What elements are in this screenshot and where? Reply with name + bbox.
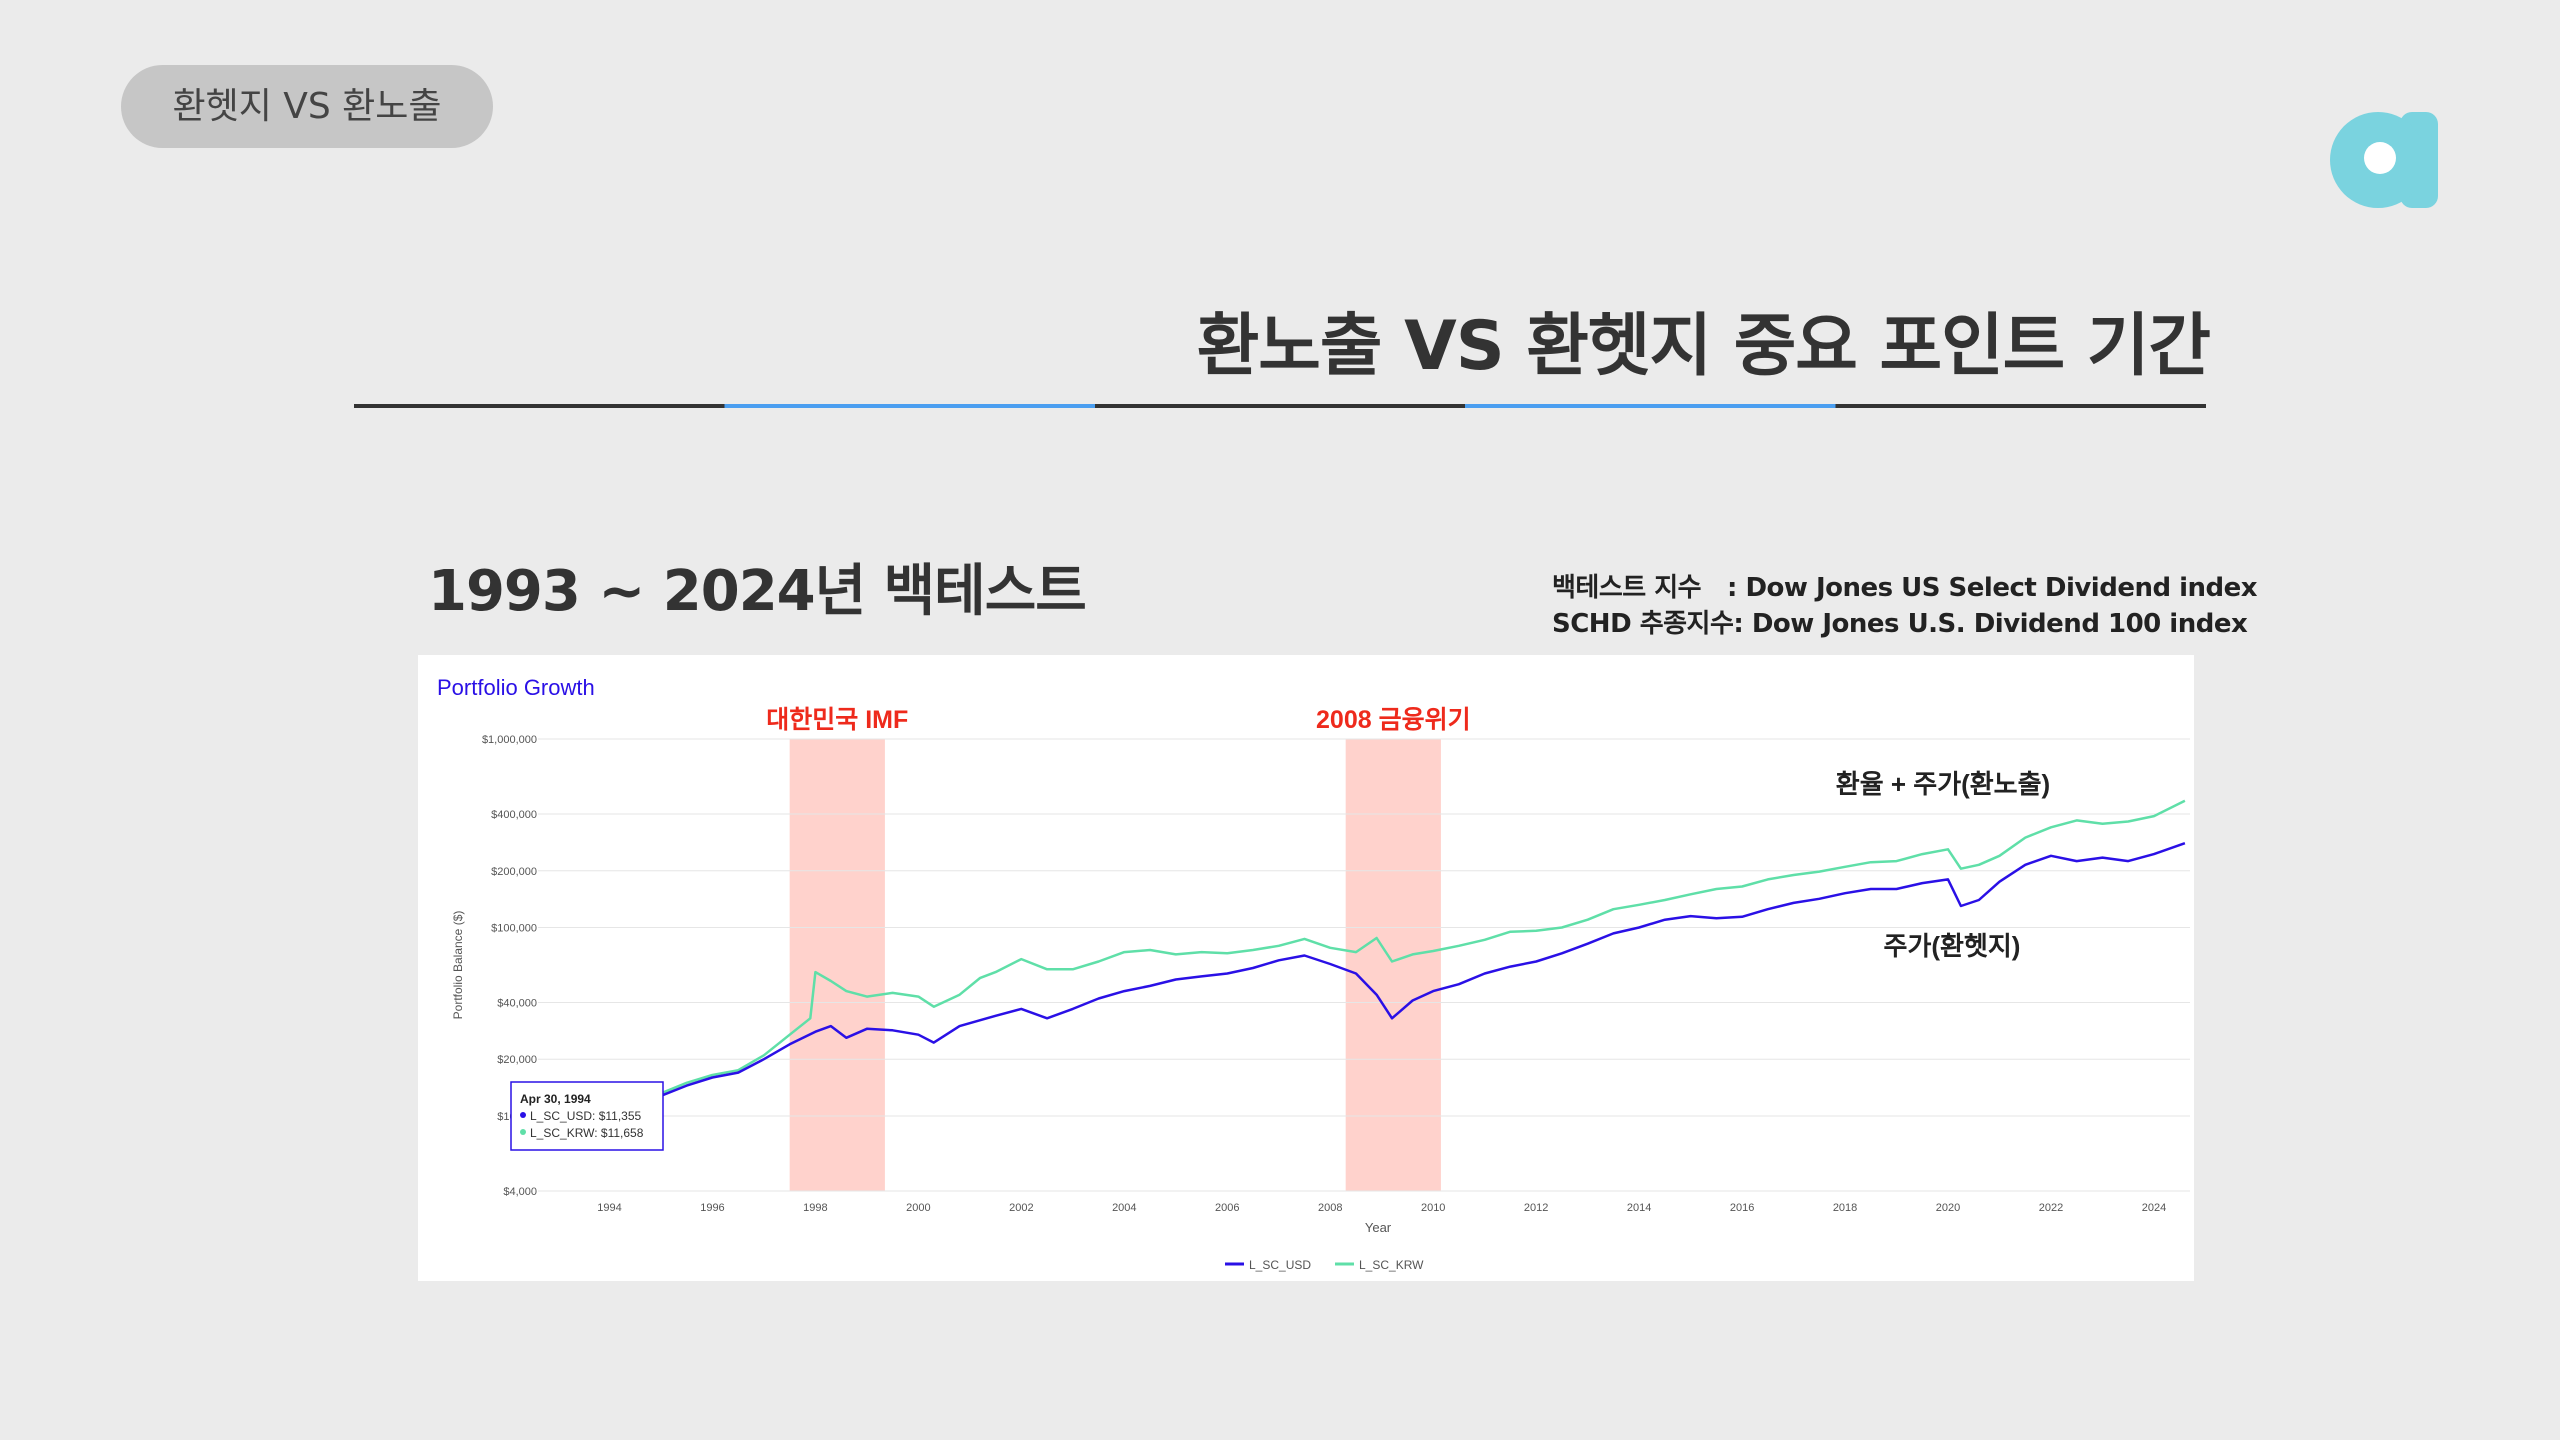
y-tick-label: $20,000 [497, 1054, 537, 1066]
x-tick-label: 2018 [1833, 1202, 1857, 1214]
x-tick-label: 2002 [1009, 1202, 1033, 1214]
page-subtitle: 1993 ~ 2024년 백테스트 [428, 559, 1087, 624]
x-tick-label: 2014 [1627, 1202, 1651, 1214]
tooltip-krw-dot [520, 1129, 526, 1135]
x-tick-label: 2010 [1421, 1202, 1445, 1214]
chart-panel: $4,000$10,000$20,000$40,000$100,000$200,… [418, 655, 2194, 1281]
portfolio-growth-chart: $4,000$10,000$20,000$40,000$100,000$200,… [437, 675, 2190, 1272]
highlight-band-0 [789, 739, 885, 1191]
tooltip-box [510, 1081, 664, 1151]
y-tick-label: $200,000 [491, 866, 537, 878]
info-line-2: SCHD 추종지수: Dow Jones U.S. Dividend 100 i… [1552, 603, 2248, 640]
chart-title: Portfolio Growth [437, 675, 595, 700]
highlight-label-1: 2008 금융위기 [1316, 706, 1471, 734]
x-axis-label: Year [1365, 1220, 1392, 1235]
y-tick-label: $1,000,000 [482, 734, 537, 746]
x-tick-label: 2020 [1936, 1202, 1960, 1214]
tooltip-date: Apr 30, 1994 [520, 1092, 591, 1106]
info-line-2-key: SCHD 추종지수 [1552, 609, 1734, 639]
highlight-band-1 [1345, 739, 1441, 1191]
info-line-2-value: : Dow Jones U.S. Dividend 100 index [1733, 609, 2248, 639]
section-pill: 환헷지 VS 환노출 [121, 65, 493, 148]
info-line-1-value: : Dow Jones US Select Dividend index [1727, 573, 2258, 603]
y-tick-label: $4,000 [503, 1186, 537, 1198]
tooltip: Apr 30, 1994 L_SC_USD: $11,355 L_SC_KRW:… [510, 1081, 664, 1151]
y-tick-label: $400,000 [491, 809, 537, 821]
x-tick-label: 2016 [1730, 1202, 1754, 1214]
annotation-usd-label: 주가(환헷지) [1884, 931, 2021, 961]
tooltip-usd-dot [520, 1112, 526, 1118]
x-tick-layer: 1994 1996 1998 2000 2002 2004 2006 2008 2010 2012… [597, 1202, 2166, 1214]
x-tick-label: 2008 [1318, 1202, 1342, 1214]
page-title: 환노출 VS 환헷지 중요 포인트 기간 [1196, 307, 2211, 386]
highlight-layer [789, 739, 1441, 1191]
tooltip-krw-value: L_SC_KRW: $11,658 [530, 1126, 644, 1140]
x-tick-label: 2012 [1524, 1202, 1548, 1214]
x-tick-label: 2022 [2039, 1202, 2063, 1214]
series-line-l-sc-usd [603, 842, 2186, 1118]
x-tick-label: 1996 [700, 1202, 724, 1214]
legend-usd-label: L_SC_USD [1249, 1258, 1311, 1272]
y-tick-label: $40,000 [497, 998, 537, 1010]
y-axis-label: Portfolio Balance ($) [451, 911, 465, 1020]
legend-krw-label: L_SC_KRW [1359, 1258, 1424, 1272]
highlight-label-0: 대한민국 IMF [766, 706, 908, 734]
annotation-krw-label: 환율 + 주가(환노출) [1836, 769, 2050, 799]
series-layer [603, 799, 2186, 1118]
series-line-l-sc-krw [603, 799, 2186, 1118]
brand-logo-icon [2330, 112, 2438, 208]
x-tick-label: 2006 [1215, 1202, 1239, 1214]
y-tick-label: $100,000 [491, 922, 537, 934]
x-tick-label: 2024 [2142, 1202, 2166, 1214]
info-line-1: 백테스트 지수 : Dow Jones US Select Dividend in… [1552, 567, 2258, 604]
grid-layer [538, 738, 2190, 1192]
tooltip-usd-value: L_SC_USD: $11,355 [530, 1109, 642, 1123]
x-tick-label: 2000 [906, 1202, 930, 1214]
x-tick-label: 1998 [803, 1202, 827, 1214]
logo-hole [2364, 142, 2396, 174]
info-line-1-key: 백테스트 지수 [1552, 573, 1702, 603]
x-tick-label: 1994 [597, 1202, 621, 1214]
legend: L_SC_USD L_SC_KRW [1225, 1258, 1424, 1272]
title-divider [354, 404, 2206, 408]
x-tick-label: 2004 [1112, 1202, 1136, 1214]
